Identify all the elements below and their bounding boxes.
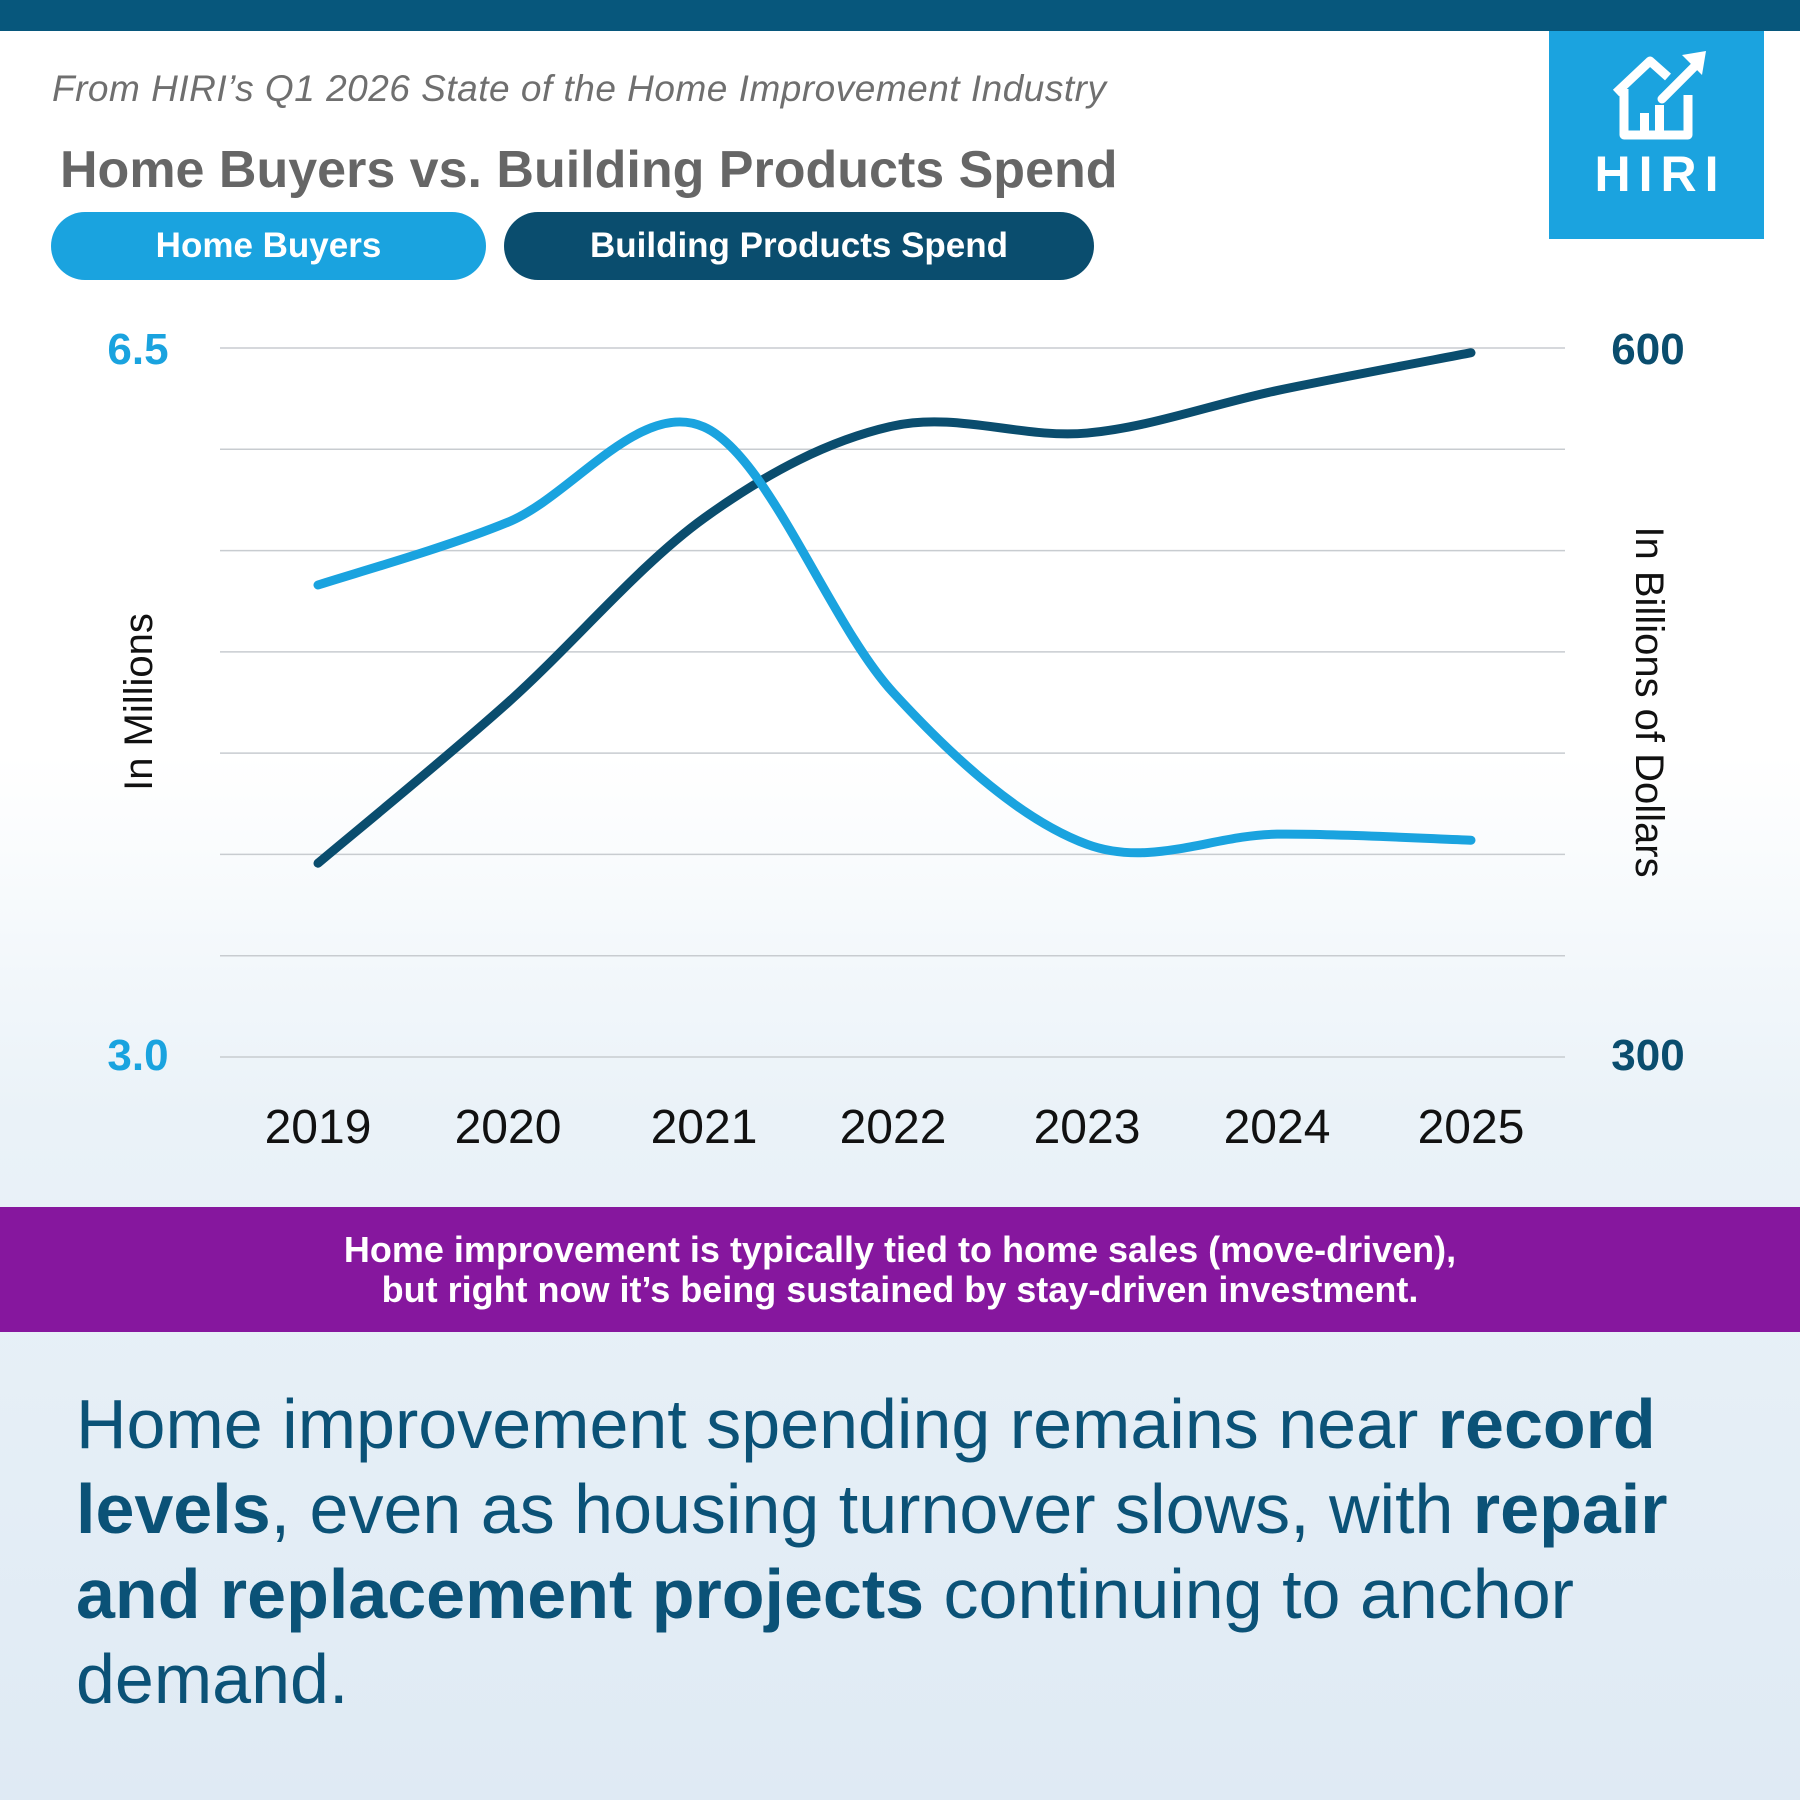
x-tick-label-2024: 2024 [1224, 1101, 1331, 1154]
y-right-max-tick: 600 [1611, 325, 1684, 374]
y-left-axis-label: In Millions [117, 613, 161, 791]
summary-bold-1: record levels [76, 1385, 1656, 1548]
y-right-axis-label: In Billions of Dollars [1627, 526, 1671, 877]
x-axis-ticks: 2019 2020 2021 2022 2023 2024 2025 [265, 1101, 1525, 1154]
home-buyers-line [313, 417, 1476, 858]
series-lines [313, 348, 1476, 868]
x-tick-label-2022: 2022 [840, 1101, 947, 1154]
summary-part-3: continuing to anchor demand. [76, 1555, 1574, 1718]
x-tick-label-2025: 2025 [1418, 1101, 1525, 1154]
x-tick-label-2019: 2019 [265, 1101, 372, 1154]
building-products-spend-line [313, 348, 1476, 868]
x-tick-label-2020: 2020 [455, 1101, 562, 1154]
legend-home-buyers: Home Buyers [51, 212, 486, 280]
summary-text: Home improvement spending remains near r… [76, 1382, 1756, 1722]
chart-title: Home Buyers vs. Building Products Spend [60, 141, 1118, 199]
logo-text: HIRI [1594, 146, 1727, 202]
house-chart-icon [1612, 51, 1706, 140]
source-line: From HIRI’s Q1 2026 State of the Home Im… [52, 68, 1107, 109]
callout-line-2: but right now it’s being sustained by st… [381, 1268, 1419, 1310]
grid-lines [220, 347, 1565, 1058]
top-bar [0, 0, 1800, 31]
y-left-min-tick: 3.0 [107, 1031, 168, 1080]
y-left-max-tick: 6.5 [107, 325, 168, 374]
line-chart: 6.5 3.0 600 300 In Millions In Billions … [107, 325, 1684, 1154]
callout-line-1: Home improvement is typically tied to ho… [343, 1228, 1457, 1270]
hiri-logo: HIRI [1549, 31, 1764, 239]
summary-part-1: Home improvement spending remains near [76, 1385, 1438, 1463]
x-tick-label-2021: 2021 [651, 1101, 758, 1154]
x-tick-label-2023: 2023 [1034, 1101, 1141, 1154]
summary-bold-2: repair and replacement projects [76, 1470, 1668, 1633]
summary-part-2: , even as housing turnover slows, with [270, 1470, 1473, 1548]
y-right-min-tick: 300 [1611, 1031, 1684, 1080]
callout-band: Home improvement is typically tied to ho… [0, 1207, 1800, 1332]
legend-building-products-spend: Building Products Spend [504, 212, 1094, 280]
